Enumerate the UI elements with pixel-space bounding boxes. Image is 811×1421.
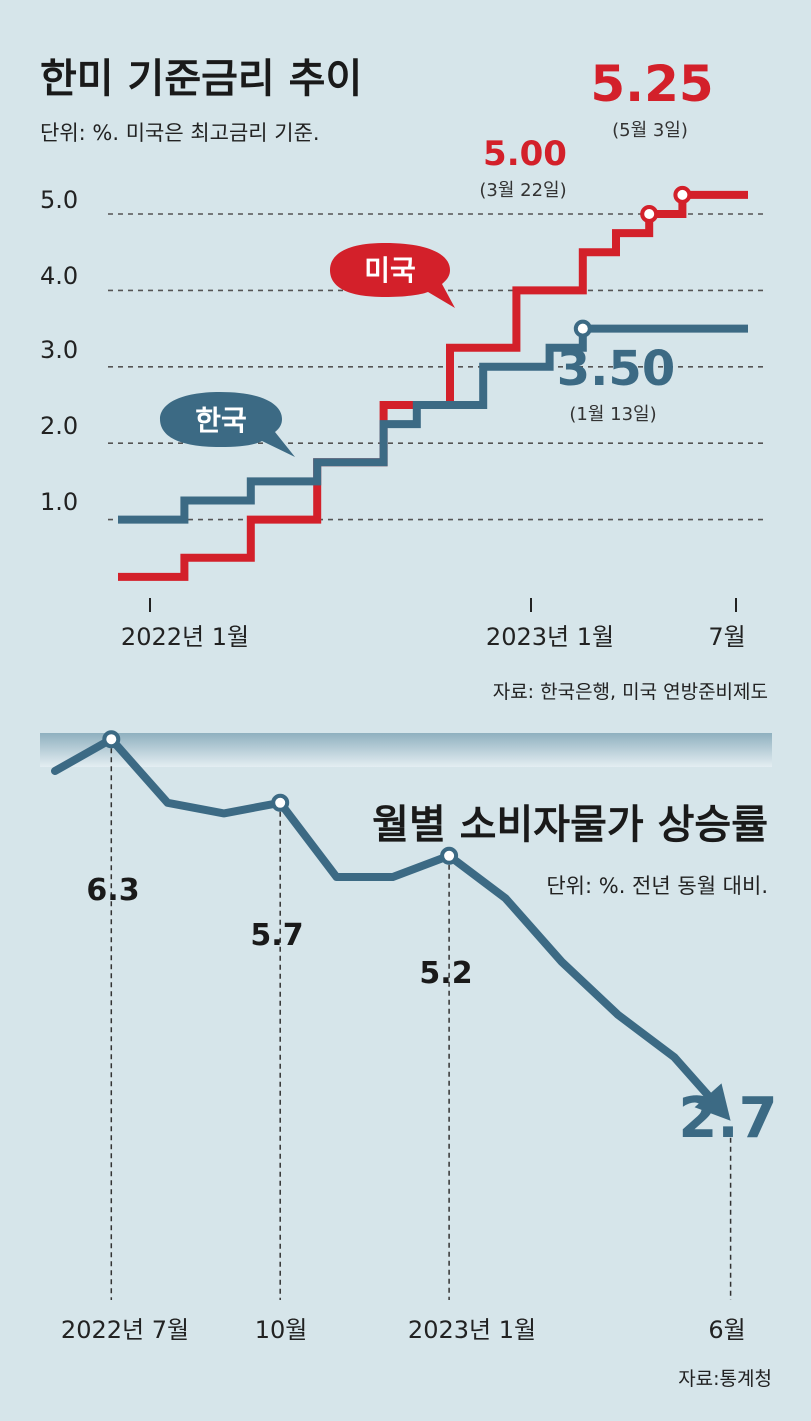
y-tick-5: 5.0 [40,186,78,214]
cpi-drop-lines [110,748,732,1300]
cpi-markers [102,730,459,865]
us-marker-500 [640,205,659,223]
x-tick-7: 7월 [708,623,745,651]
y-tick-4: 4.0 [40,262,78,290]
y-tick-3: 3.0 [40,336,78,364]
cpi-label-27: 2.7 [678,1086,777,1151]
us-525-label: 5.25 [590,55,713,113]
cpi-marker-52 [440,846,459,865]
us-bubble: 미국 [330,243,455,308]
rate-source: 자료: 한국은행, 미국 연방준비제도 [493,681,768,703]
korea-bubble-label: 한국 [195,404,247,437]
rate-chart-title: 한미 기준금리 추이 [40,56,362,102]
rate-unit-note: 단위: %. 미국은 최고금리 기준. [40,121,320,145]
us-500-label: 5.00 [483,134,567,174]
us-500-date: (3월 22일) [479,180,566,201]
cpi-source: 자료:통계청 [678,1368,772,1390]
cpi-line [51,735,718,1106]
us-marker-525 [673,185,692,204]
korea-bubble: 한국 [160,392,295,457]
x-tick-2022-1: 2022년 1월 [121,623,249,651]
rate-x-axis: 2022년 1월 2023년 1월 7월 [121,598,746,651]
korea-350-label: 3.50 [557,341,675,397]
y-tick-1: 1.0 [40,488,78,516]
cpi-label-57: 5.7 [250,918,303,953]
cpi-marker-57 [271,793,290,812]
cpi-x-tick-10: 10월 [255,1316,308,1344]
y-tick-2: 2.0 [40,412,78,440]
korea-marker-350 [573,319,592,338]
cpi-label-63: 6.3 [86,873,139,908]
cpi-marker-63 [102,730,121,749]
section-divider [40,733,772,767]
cpi-arrowhead [694,1083,731,1121]
us-rate-line [118,190,748,581]
cpi-label-52: 5.2 [419,956,472,991]
x-tick-2023-1: 2023년 1월 [486,623,614,651]
cpi-x-tick-2022-7: 2022년 7월 [61,1316,189,1344]
cpi-x-tick-2023-1: 2023년 1월 [408,1316,536,1344]
us-bubble-label: 미국 [364,254,416,287]
us-525-date: (5월 3일) [612,120,688,141]
korea-350-date: (1월 13일) [569,404,656,425]
cpi-x-axis: 2022년 7월 10월 2023년 1월 6월 [61,1316,746,1344]
cpi-x-tick-6: 6월 [708,1316,745,1344]
rate-y-axis: 5.0 4.0 3.0 2.0 1.0 [40,186,78,516]
cpi-chart-title: 월별 소비자물가 상승률 [372,802,768,848]
cpi-unit-note: 단위: %. 전년 동월 대비. [546,874,768,898]
korea-rate-line [118,324,748,524]
